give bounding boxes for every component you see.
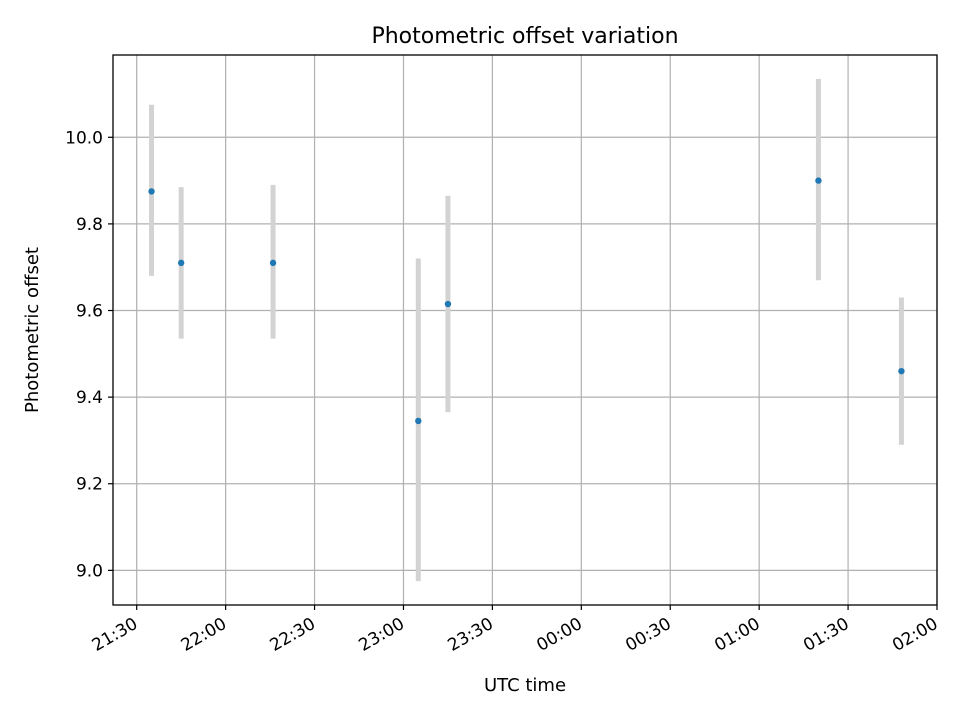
y-tick-label: 9.4	[76, 388, 103, 408]
chart-title: Photometric offset variation	[371, 24, 678, 49]
data-point	[148, 188, 155, 195]
data-point	[815, 177, 822, 184]
y-tick-label: 9.6	[76, 302, 103, 322]
data-point	[269, 259, 277, 267]
plot-frame	[112, 54, 938, 606]
data-point	[444, 300, 452, 308]
y-tick-label: 9.0	[76, 561, 103, 581]
data-points	[148, 177, 905, 425]
y-tick-label: 9.2	[76, 475, 103, 495]
y-axis-label: Photometric offset	[22, 247, 43, 413]
y-axis-ticks: 9.0 9.2 9.4 9.6 9.8 10.0	[65, 128, 113, 581]
y-tick-label: 10.0	[65, 128, 103, 148]
x-axis-label: UTC time	[484, 675, 566, 696]
data-point	[177, 259, 185, 267]
data-point	[415, 417, 422, 425]
data-point	[898, 367, 905, 375]
y-tick-label: 9.8	[76, 215, 103, 235]
